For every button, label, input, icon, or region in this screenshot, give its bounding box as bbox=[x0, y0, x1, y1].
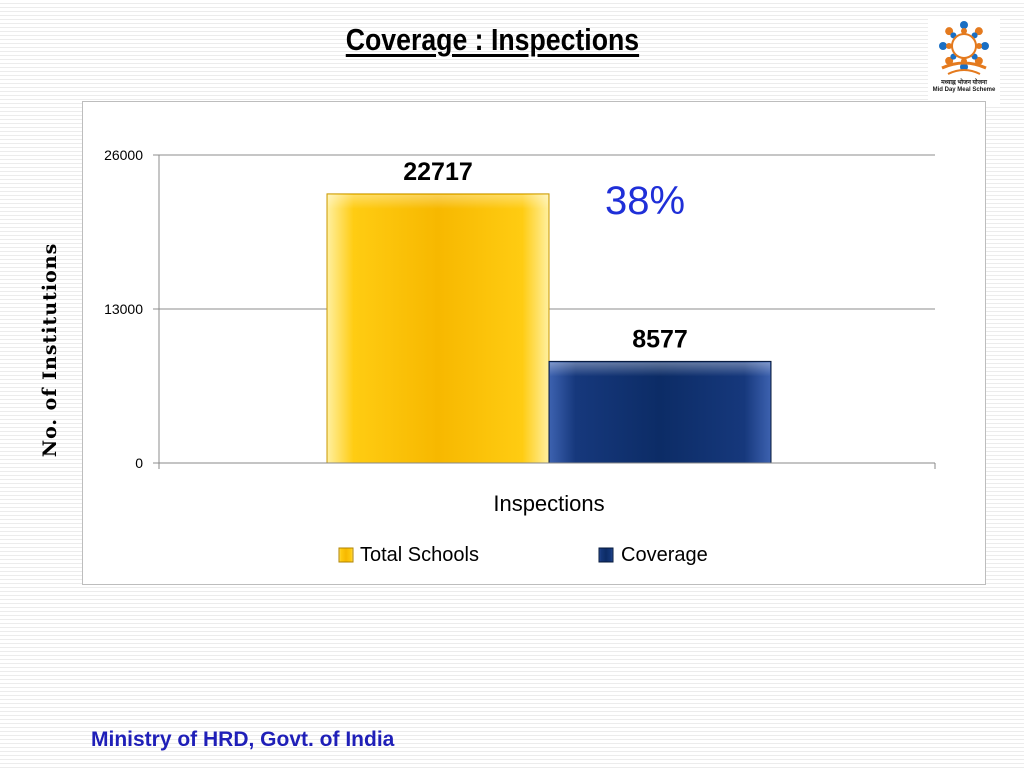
x-axis-title: Inspections bbox=[493, 491, 604, 516]
bar-coverage-bevel bbox=[550, 362, 770, 377]
bar-coverage bbox=[548, 360, 772, 464]
slide-title: Coverage : Inspections bbox=[345, 22, 640, 57]
y-axis-title: No. of Institutions bbox=[39, 242, 61, 458]
chart-panel: 0 13000 26000 22717 8577 Inspections 38% To… bbox=[82, 101, 986, 585]
data-label-total-schools: 22717 bbox=[403, 158, 473, 186]
bar-total-schools-bevel bbox=[328, 194, 548, 209]
legend: Total Schools Coverage bbox=[338, 544, 708, 566]
data-label-coverage: 8577 bbox=[632, 325, 688, 353]
legend-label-coverage: Coverage bbox=[621, 544, 708, 566]
legend-label-total-schools: Total Schools bbox=[360, 544, 479, 566]
bar-chart: 0 13000 26000 22717 8577 Inspections 38% To… bbox=[104, 147, 936, 566]
y-tick-label: 0 bbox=[135, 455, 143, 471]
legend-swatch-total-schools bbox=[338, 547, 354, 563]
mdm-logo: मध्याह्न भोजन योजना Mid Day Meal Scheme bbox=[928, 16, 1000, 104]
y-tick-label: 13000 bbox=[104, 301, 143, 317]
mdm-emblem-icon bbox=[939, 21, 989, 75]
y-tick-label: 26000 bbox=[104, 147, 143, 163]
annotation-percentage: 38% bbox=[605, 179, 685, 223]
bar-total-schools bbox=[326, 193, 550, 464]
legend-swatch-coverage bbox=[598, 547, 614, 563]
logo-caption-english: Mid Day Meal Scheme bbox=[932, 87, 996, 93]
footer-ministry: Ministry of HRD, Govt. of India bbox=[91, 728, 395, 751]
logo-caption-hindi: मध्याह्न भोजन योजना bbox=[941, 80, 987, 86]
